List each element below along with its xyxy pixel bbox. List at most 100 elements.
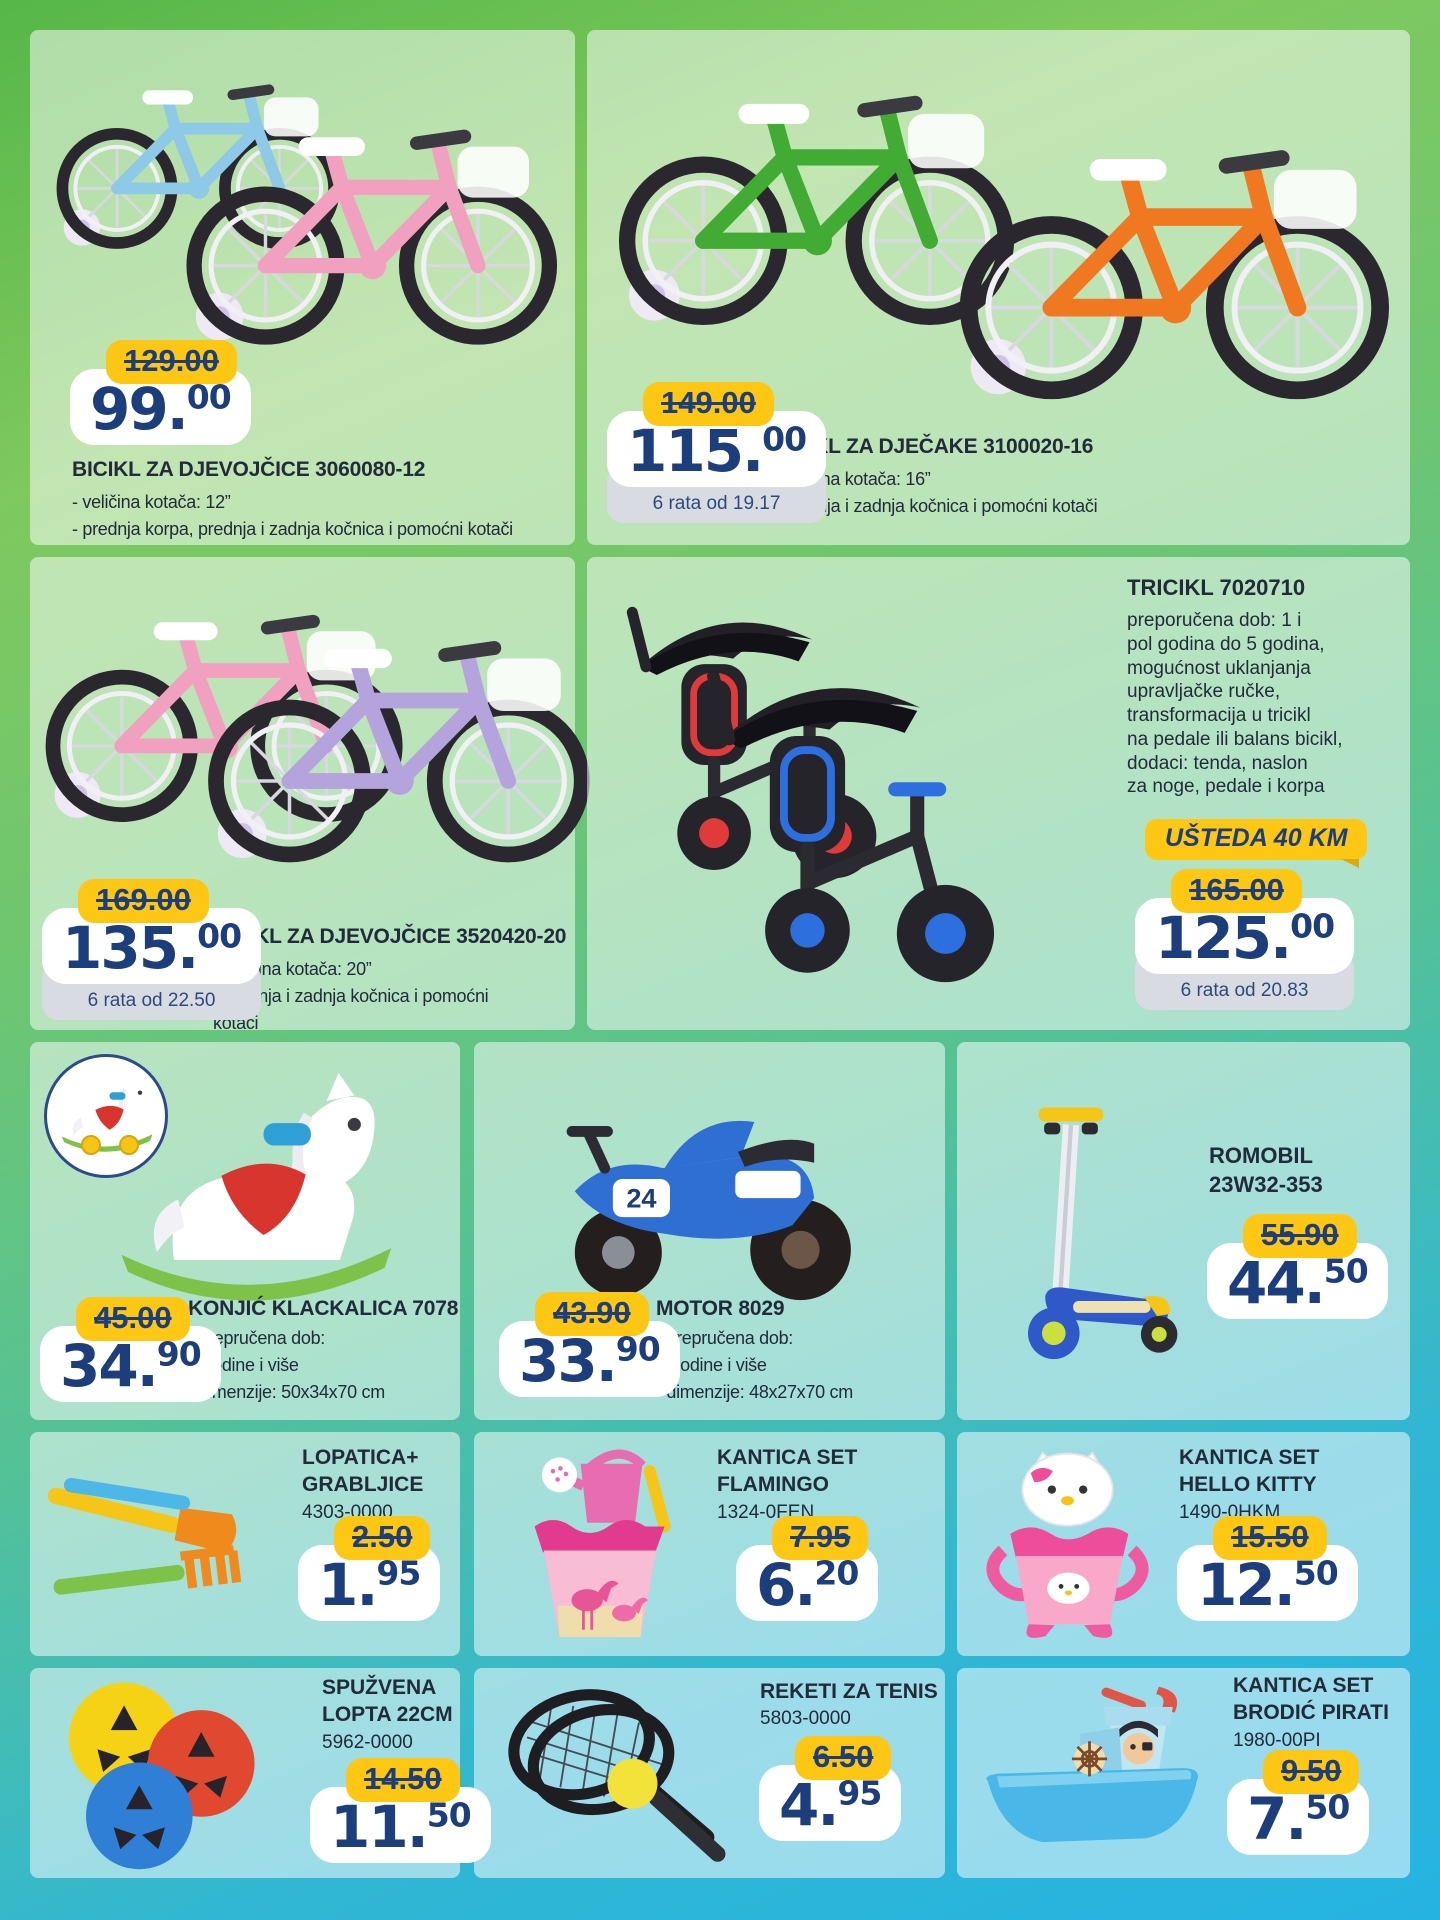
product-bullet: - veličina kotača: 16” xyxy=(772,469,931,489)
price-group: 165.00 125.00 6 rata od 20.83 xyxy=(1135,869,1355,1010)
price-group: 43.90 33.90 xyxy=(499,1292,680,1397)
product-code: 5803-0000 xyxy=(760,1708,851,1730)
product-bullet: - veličina kotača: 20” xyxy=(213,959,372,979)
product-info: KANTICA SET FLAMINGO 1324-0FEN xyxy=(717,1444,857,1524)
product-info: BICIKL ZA DJEVOJČICE 3060080-12 - veliči… xyxy=(72,458,572,543)
price-card: 12.50 xyxy=(1177,1545,1358,1621)
product-card-tricikl: TRICIKL 7020710 preporučena dob: 1 i pol… xyxy=(587,557,1410,1030)
description-line: preporučena dob: 1 i xyxy=(1127,610,1302,631)
description-line: dodaci: tenda, naslon xyxy=(1127,752,1308,774)
price-group: 129.00 99.00 xyxy=(70,340,251,445)
product-title-line: 23W32-353 xyxy=(1209,1171,1323,1197)
product-card-bicikl-djevojcice-20: 169.00 135.00 6 rata od 22.50 BICIKL ZA … xyxy=(30,557,575,1033)
old-price-badge: 169.00 xyxy=(78,879,209,923)
alt-view-inset xyxy=(44,1054,168,1178)
product-title-line: KANTICA SET xyxy=(1179,1446,1320,1469)
price-group: 7.95 6.20 xyxy=(736,1516,879,1621)
product-title-line: REKETI ZA TENIS xyxy=(760,1680,938,1703)
product-info: TRICIKL 7020710 preporučena dob: 1 i pol… xyxy=(1127,575,1405,799)
sand-tools-image xyxy=(35,1460,285,1635)
product-info: KANTICA SET BRODIĆ PIRATI 1980-00PI xyxy=(1233,1672,1389,1752)
product-info: LOPATICA+ GRABLJICE 4303-0000 xyxy=(302,1444,423,1524)
product-title: BICIKL ZA DJEVOJČICE 3060080-12 xyxy=(72,458,426,481)
pirate-boat-image xyxy=(962,1683,1217,1868)
product-title-line: SPUŽVENA xyxy=(322,1676,437,1699)
hello-kitty-bucket-image xyxy=(975,1438,1160,1650)
product-bullet: - dimenzije: 50x34x70 cm xyxy=(188,1382,385,1402)
price-group: 9.50 7.50 xyxy=(1227,1750,1370,1855)
price-group: 149.00 115.00 6 rata od 19.17 xyxy=(607,382,827,523)
product-title: TRICIKL 7020710 xyxy=(1127,575,1306,600)
description-line: transformacija u tricikl xyxy=(1127,705,1311,726)
product-bullet: 2 godine i više xyxy=(656,1355,767,1375)
tennis-rackets-image xyxy=(479,1680,749,1865)
old-price-badge: 149.00 xyxy=(643,382,774,426)
product-title-line: HELLO KITTY xyxy=(1179,1473,1317,1497)
price-group: 14.50 11.50 xyxy=(310,1758,491,1863)
rocking-horse-image xyxy=(88,1060,418,1310)
product-card-lopatica-grabljice: LOPATICA+ GRABLJICE 4303-0000 2.50 1.95 xyxy=(30,1432,460,1656)
product-bullet: - prednja i zadnja kočnica i pomoćni xyxy=(213,986,489,1006)
price-group: 169.00 135.00 6 rata od 22.50 xyxy=(42,879,262,1020)
product-info: REKETI ZA TENIS 5803-0000 xyxy=(760,1678,938,1730)
product-info: KONJIĆ KLACKALICA 7078 - prepručena dob:… xyxy=(188,1297,459,1406)
product-title-line: FLAMINGO xyxy=(717,1473,829,1497)
girls-bike-pink-image xyxy=(170,82,565,354)
product-title-line: KANTICA SET xyxy=(1233,1674,1374,1697)
product-bullet: - prepručena dob: xyxy=(656,1328,793,1348)
price-card: 6.20 xyxy=(736,1545,879,1621)
description-line: upravljačke ručke, xyxy=(1127,681,1281,703)
scooter-image xyxy=(985,1054,1200,1404)
product-info: KANTICA SET HELLO KITTY 1490-0HKM xyxy=(1179,1444,1319,1524)
product-title-line: GRABLJICE xyxy=(302,1473,424,1497)
old-price-badge: 45.00 xyxy=(76,1297,190,1341)
product-card-motor: 43.90 33.90 MOTOR 8029 - prepručena dob:… xyxy=(474,1042,945,1420)
product-card-konjic-klackalica: 45.00 34.90 KONJIĆ KLACKALICA 7078 - pre… xyxy=(30,1042,460,1420)
description-line: na pedale ili balans bicikl, xyxy=(1127,728,1343,750)
product-info: SPUŽVENA LOPTA 22CM 5962-0000 xyxy=(322,1674,453,1754)
product-title-line: ROMOBIL xyxy=(1209,1143,1313,1168)
product-info: ROMOBIL 23W32-353 xyxy=(1209,1142,1323,1199)
product-card-kantica-flamingo: KANTICA SET FLAMINGO 1324-0FEN 7.95 6.20 xyxy=(474,1432,945,1656)
product-card-kantica-brodic-pirati: KANTICA SET BRODIĆ PIRATI 1980-00PI 9.50… xyxy=(957,1668,1410,1878)
product-bullet: - prednja i zadnja kočnica i pomoćni kot… xyxy=(772,496,1098,516)
product-info: BICIKL ZA DJEVOJČICE 3520420-20 - veliči… xyxy=(213,925,573,1037)
price-group: 45.00 34.90 xyxy=(40,1297,221,1402)
product-title: KONJIĆ KLACKALICA 7078 xyxy=(188,1297,459,1320)
old-price-badge: 9.50 xyxy=(1263,1750,1360,1794)
price-card: 34.90 xyxy=(40,1326,221,1402)
old-price-badge: 6.50 xyxy=(795,1736,892,1780)
product-code: 5962-0000 xyxy=(322,1731,413,1753)
product-card-spuzvena-lopta: SPUŽVENA LOPTA 22CM 5962-0000 14.50 11.5… xyxy=(30,1668,491,1878)
product-info: BICIKL ZA DJEČAKE 3100020-16 - veličina … xyxy=(772,435,1402,520)
product-title: BICIKL ZA DJEČAKE 3100020-16 xyxy=(772,435,1094,458)
foam-balls-image xyxy=(68,1682,255,1870)
ride-on-motorbike-image xyxy=(534,1062,874,1307)
product-title-line: KANTICA SET xyxy=(717,1446,858,1469)
product-card-romobil: ROMOBIL 23W32-353 55.90 44.50 xyxy=(957,1042,1410,1420)
old-price-badge: 15.50 xyxy=(1213,1516,1327,1560)
product-card-bicikl-djecake-16: 149.00 115.00 6 rata od 19.17 BICIKL ZA … xyxy=(587,30,1410,545)
product-bullet: kotači xyxy=(213,1013,259,1033)
product-title: MOTOR 8029 xyxy=(656,1297,785,1320)
price-group: 2.50 1.95 xyxy=(298,1516,441,1621)
old-price-badge: 55.90 xyxy=(1243,1214,1357,1258)
price-card: 44.50 xyxy=(1207,1243,1388,1319)
price-group: 6.50 4.95 xyxy=(759,1736,902,1841)
price-card: 33.90 xyxy=(499,1321,680,1397)
old-price-badge: 129.00 xyxy=(106,340,237,384)
old-price-badge: 7.95 xyxy=(772,1516,869,1560)
boys-bike-orange-image xyxy=(942,95,1397,410)
price-card: 135.00 xyxy=(42,908,262,984)
product-bullet: - prepručena dob: xyxy=(188,1328,325,1348)
old-price-badge: 2.50 xyxy=(334,1516,431,1560)
savings-badge: UŠTEDA 40 KM xyxy=(1145,819,1368,868)
tricycle-blue-image xyxy=(682,645,1027,990)
product-info: MOTOR 8029 - prepručena dob: 2 godine i … xyxy=(656,1297,941,1406)
product-card-bicikl-djevojcice-12: 129.00 99.00 BICIKL ZA DJEVOJČICE 306008… xyxy=(30,30,575,545)
old-price-badge: 43.90 xyxy=(535,1292,649,1336)
old-price-badge: 14.50 xyxy=(346,1758,460,1802)
product-code: 1980-00PI xyxy=(1233,1729,1321,1751)
old-price-badge: 165.00 xyxy=(1171,869,1302,913)
